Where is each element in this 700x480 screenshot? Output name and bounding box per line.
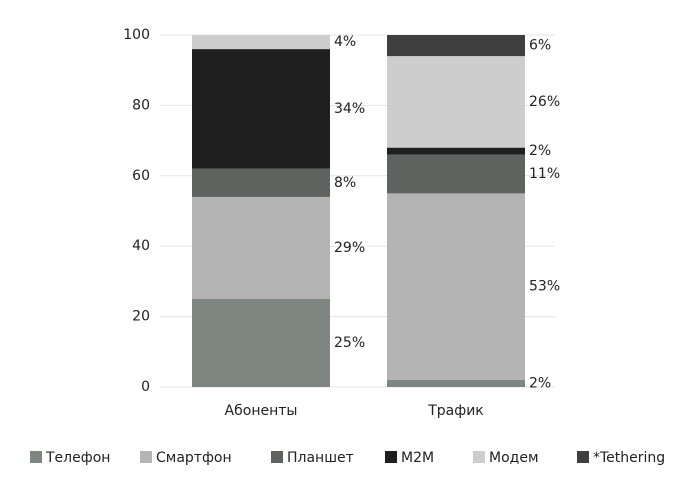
value-label: 4% [334,34,356,50]
value-label: 26% [529,94,560,110]
bar-segment [192,49,330,169]
y-tick-label: 100 [123,27,150,43]
bar-segment [387,56,525,148]
bar-segment [387,35,525,57]
bar-segment [192,168,330,197]
bar-segment [192,299,330,387]
legend-swatch [140,451,152,463]
value-label: 11% [529,166,560,182]
legend-label: Смартфон [156,450,232,466]
bar-segment [387,379,525,387]
legend-label: *Tethering [593,450,665,466]
y-tick-label: 20 [132,309,150,325]
y-tick-label: 0 [141,379,150,395]
x-tick-label: Абоненты [225,403,298,419]
bar-segment [387,154,525,194]
legend-label: M2M [401,450,434,466]
legend-label: Модем [489,450,539,466]
value-label: 29% [334,240,365,256]
bar-segment [387,193,525,380]
bar-segment [387,147,525,155]
value-label: 2% [529,375,551,391]
legend-label: Телефон [45,450,110,466]
y-tick-label: 80 [132,97,150,113]
legend-swatch [385,451,397,463]
value-label: 25% [334,335,365,351]
legend-label: Планшет [287,450,354,466]
bar-segment [192,196,330,299]
y-tick-label: 60 [132,168,150,184]
legend-swatch [271,451,283,463]
y-tick-label: 40 [132,238,150,254]
legend-swatch [473,451,485,463]
value-label: 6% [529,38,551,54]
x-tick-label: Трафик [427,403,484,419]
bar-segment [192,35,330,50]
value-label: 2% [529,143,551,159]
value-label: 34% [334,101,365,117]
value-label: 53% [529,279,560,295]
value-label: 8% [334,175,356,191]
legend-swatch [30,451,42,463]
legend-swatch [577,451,589,463]
